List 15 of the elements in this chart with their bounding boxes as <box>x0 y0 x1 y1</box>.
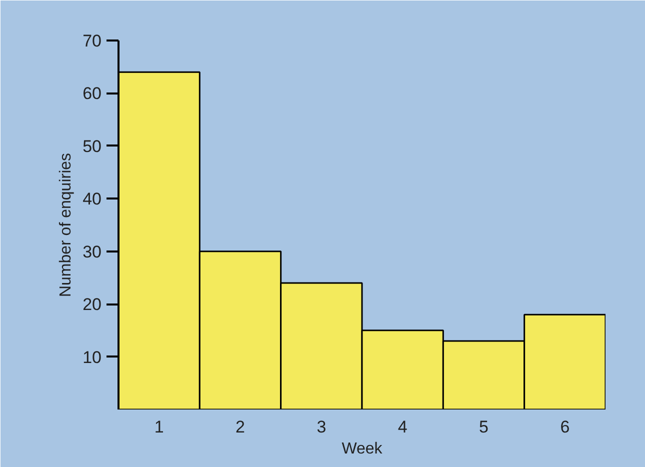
y-tick-label: 30 <box>82 242 102 262</box>
y-tick-label: 10 <box>82 348 102 367</box>
x-tick-label: 3 <box>316 418 326 436</box>
x-tick-label: 6 <box>560 418 570 436</box>
y-tick-label: 60 <box>82 84 102 104</box>
x-tick-label: 2 <box>236 418 245 436</box>
x-tick-label: 5 <box>479 418 488 436</box>
x-tick-label: 1 <box>154 418 164 436</box>
y-tick-label: 20 <box>82 295 102 314</box>
x-axis-title: Week <box>342 440 384 458</box>
x-tick-label: 4 <box>398 418 408 436</box>
y-tick-label: 40 <box>82 190 102 209</box>
y-axis-title: Number of enquiries <box>58 152 75 298</box>
y-tick-label: 50 <box>82 136 102 156</box>
y-tick-label: 70 <box>82 32 102 50</box>
